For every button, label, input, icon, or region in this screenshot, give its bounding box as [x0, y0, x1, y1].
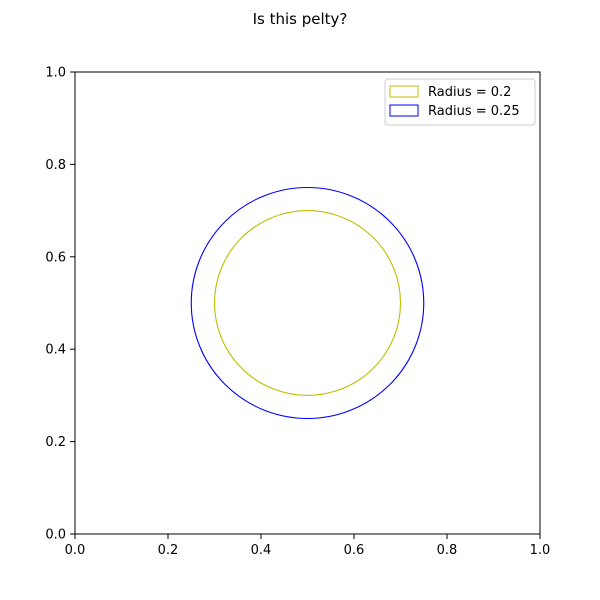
circle-series-1	[213, 210, 402, 396]
legend-label: Radius = 0.2	[428, 85, 511, 100]
x-tick-label: 0.4	[251, 543, 272, 558]
x-tick-label: 0.0	[65, 543, 86, 558]
x-tick-label: 0.6	[344, 543, 365, 558]
y-axis: 0.0 0.2 0.4 0.6 0.8 1.0	[45, 66, 75, 543]
legend-swatch	[389, 85, 419, 98]
y-tick-label: 0.0	[45, 528, 66, 543]
legend-box	[384, 78, 536, 126]
y-tick-label: 1.0	[45, 66, 66, 81]
y-tick-label: 0.8	[45, 158, 66, 173]
circle-series-2	[190, 186, 425, 420]
plot-area	[74, 71, 541, 535]
series-layer	[190, 186, 425, 420]
y-tick-label: 0.6	[45, 250, 66, 265]
legend-label: Radius = 0.25	[428, 104, 520, 119]
x-tick-label: 0.2	[158, 543, 179, 558]
legend-swatch	[389, 104, 419, 117]
x-tick-label: 1.0	[530, 543, 551, 558]
y-tick-label: 0.2	[45, 435, 66, 450]
chart-title: Is this pelty?	[253, 10, 348, 28]
legend: Radius = 0.2 Radius = 0.25	[384, 78, 536, 126]
y-tick-label: 0.4	[45, 343, 66, 358]
x-axis: 0.0 0.2 0.4 0.6 0.8 1.0	[65, 534, 551, 558]
x-tick-label: 0.8	[437, 543, 458, 558]
axes-frame	[74, 71, 541, 535]
